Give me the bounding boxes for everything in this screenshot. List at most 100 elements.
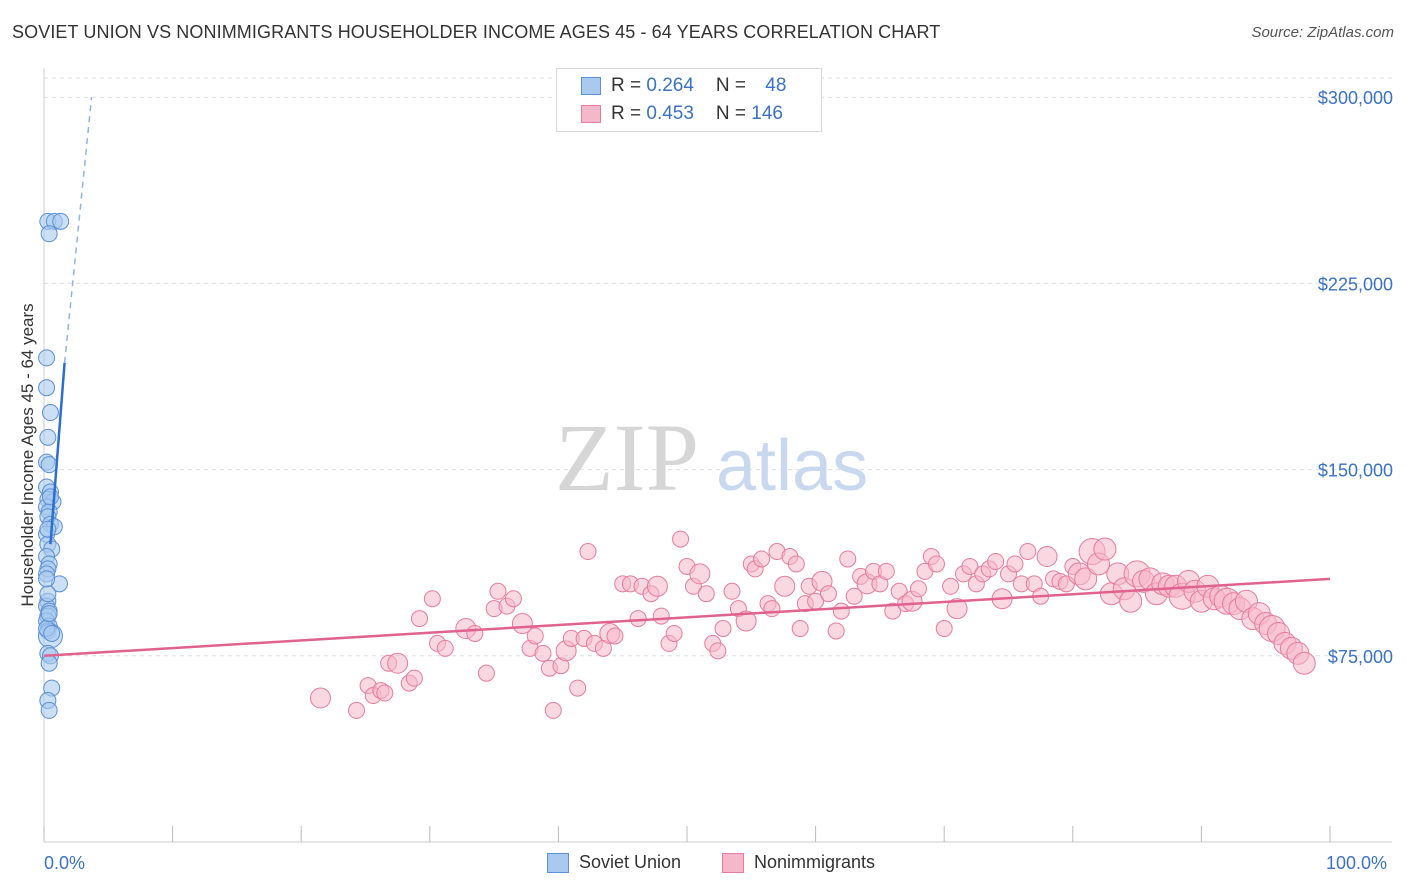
nonimmigrants-point <box>1093 537 1117 561</box>
nonimmigrants-point <box>629 610 647 628</box>
nonimmigrants-point <box>961 557 979 575</box>
bottom-legend-swatch-pink <box>722 853 744 874</box>
nonimmigrants-point <box>1019 543 1037 561</box>
nonimmigrants-point <box>387 652 409 674</box>
nonimmigrants-point <box>477 664 495 682</box>
nonimmigrants-point <box>423 590 441 608</box>
nonimmigrants-point <box>839 550 857 568</box>
nonimmigrants-point <box>376 684 394 702</box>
grid-lines <box>44 77 1392 657</box>
watermark-zip: ZIP <box>555 404 699 511</box>
y-tick-labels: $75,000 $150,000 $225,000 $300,000 <box>1318 88 1393 667</box>
bottom-legend-swatch-blue <box>547 853 569 874</box>
nonimmigrants-point <box>436 639 454 657</box>
nonimmigrants-point <box>877 562 895 580</box>
y-tick-label: $300,000 <box>1318 88 1393 108</box>
nonimmigrants-point <box>927 555 945 573</box>
soviet-union-point <box>43 624 61 642</box>
nonimmigrants-point <box>347 701 365 719</box>
nonimmigrants-point <box>569 679 587 697</box>
y-axis-label: Householder Income Ages 45 - 64 years <box>18 303 37 607</box>
soviet-union-point <box>40 225 58 243</box>
nonimmigrants-point <box>405 669 423 687</box>
soviet-union-point <box>40 605 58 623</box>
legend-n-label: N = <box>715 75 752 96</box>
nonimmigrants-point <box>987 552 1005 570</box>
legend-n-label: N = <box>715 103 752 124</box>
nonimmigrants-point <box>606 627 624 645</box>
nonimmigrants-point <box>544 701 562 719</box>
x-tick-label-min: 0.0% <box>44 853 86 873</box>
y-tick-label: $75,000 <box>1328 647 1393 667</box>
nonimmigrants-point <box>723 582 741 600</box>
legend-row-nonimmigrants: R = 0.453 N = 146 <box>581 102 783 126</box>
nonimmigrants-point <box>652 607 670 625</box>
nonimmigrants-point <box>819 585 837 603</box>
nonimmigrants-point <box>787 555 805 573</box>
legend-n-value: 48 <box>765 75 787 96</box>
watermark-atlas: atlas <box>716 426 868 506</box>
nonimmigrants-point <box>697 585 715 603</box>
nonimmigrants-point <box>791 620 809 638</box>
legend-row-soviet-union: R = 0.264 N = 48 <box>581 74 786 98</box>
soviet-union-point <box>39 520 57 538</box>
nonimmigrants-point <box>534 644 552 662</box>
bottom-legend-soviet-union: Soviet Union <box>547 852 682 874</box>
nonimmigrants-points <box>309 530 1316 719</box>
nonimmigrants-point <box>411 610 429 628</box>
soviet-union-point <box>52 212 70 230</box>
nonimmigrants-point <box>665 624 683 642</box>
nonimmigrants-point <box>526 627 544 645</box>
nonimmigrants-point <box>909 580 927 598</box>
y-tick-label: $225,000 <box>1318 274 1393 294</box>
legend-r-label: R = <box>611 75 647 96</box>
source-label: Source: ZipAtlas.com <box>1251 24 1394 41</box>
nonimmigrants-point <box>709 642 727 660</box>
nonimmigrants-point <box>672 530 690 548</box>
legend-r-label: R = <box>611 103 647 124</box>
nonimmigrants-point <box>646 575 668 597</box>
nonimmigrants-point <box>946 598 968 620</box>
nonimmigrants-point <box>935 620 953 638</box>
bottom-legend-label-soviet-union: Soviet Union <box>579 852 682 872</box>
nonimmigrants-point <box>942 577 960 595</box>
nonimmigrants-point <box>1292 651 1316 675</box>
nonimmigrants-point <box>689 563 711 585</box>
soviet-union-point <box>38 570 56 588</box>
nonimmigrants-trend-line <box>43 577 1331 658</box>
nonimmigrants-point <box>832 602 850 620</box>
nonimmigrants-point <box>1119 589 1143 613</box>
legend-n-value: 146 <box>751 103 783 124</box>
watermark: ZIP atlas <box>555 404 868 511</box>
nonimmigrants-point <box>309 687 331 709</box>
nonimmigrants-point <box>753 550 771 568</box>
nonimmigrants-point <box>1074 567 1098 591</box>
nonimmigrants-point <box>489 582 507 600</box>
nonimmigrants-point <box>714 620 732 638</box>
nonimmigrants-point <box>1036 546 1058 568</box>
legend-r-value: 0.264 <box>646 75 694 96</box>
nonimmigrants-point <box>466 624 484 642</box>
soviet-union-point <box>40 701 58 719</box>
soviet-union-trend-extension <box>63 97 93 363</box>
bottom-legend-nonimmigrants: Nonimmigrants <box>722 852 876 874</box>
nonimmigrants-point <box>735 610 757 632</box>
soviet-union-points <box>37 212 70 719</box>
nonimmigrants-point <box>774 575 796 597</box>
legend-swatch-blue <box>581 76 601 95</box>
soviet-union-point <box>41 404 59 422</box>
nonimmigrants-point <box>1006 555 1024 573</box>
soviet-union-point <box>39 428 57 446</box>
soviet-union-point <box>38 379 56 397</box>
bottom-legend-label-nonimmigrants: Nonimmigrants <box>754 852 876 872</box>
nonimmigrants-point <box>827 622 845 640</box>
legend-swatch-pink <box>581 104 601 123</box>
soviet-union-point <box>40 654 58 672</box>
nonimmigrants-point <box>504 590 522 608</box>
soviet-union-trend-line <box>49 362 66 545</box>
nonimmigrants-point <box>884 602 902 620</box>
soviet-union-point <box>40 456 58 474</box>
nonimmigrants-point <box>763 600 781 618</box>
x-tick-label-max: 100.0% <box>1326 853 1388 873</box>
